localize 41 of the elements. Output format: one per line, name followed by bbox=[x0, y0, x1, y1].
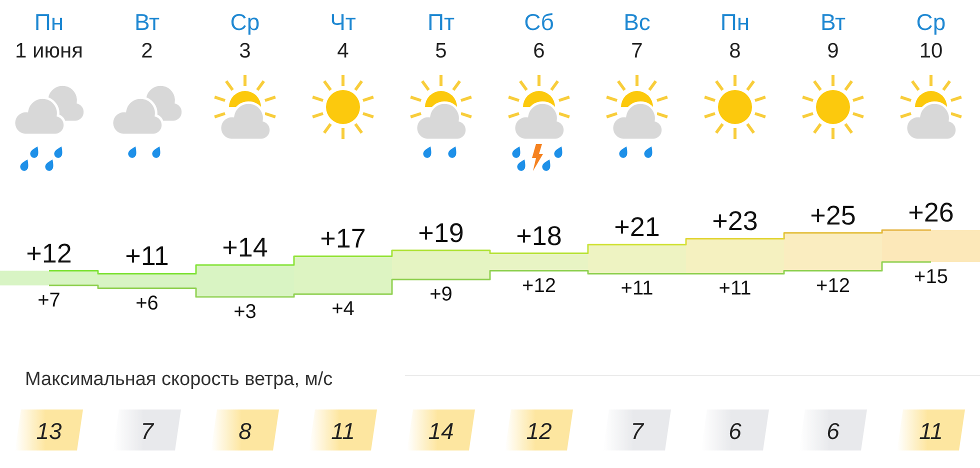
data-label: 11 bbox=[919, 418, 943, 444]
data-label: +7 bbox=[38, 289, 60, 312]
x-tick-label: Пт 5 bbox=[427, 9, 455, 62]
data-label: 14 bbox=[428, 418, 454, 444]
x-tick-label: Чт 4 bbox=[330, 9, 356, 62]
data-label: +12 bbox=[816, 274, 850, 297]
data-label: +12 bbox=[522, 274, 556, 297]
data-label: +4 bbox=[332, 298, 354, 320]
data-label: +19 bbox=[418, 218, 464, 248]
data-label: +11 bbox=[125, 241, 169, 272]
data-label: +11 bbox=[620, 278, 654, 300]
data-label: 7 bbox=[140, 418, 155, 444]
x-tick-label: Ср 10 bbox=[916, 9, 946, 62]
x-tick-label: Пн 1 июня bbox=[15, 9, 83, 62]
data-label: +3 bbox=[234, 301, 256, 323]
data-label: +15 bbox=[914, 266, 948, 288]
data-label: 11 bbox=[331, 418, 355, 444]
x-tick-label: Сб 6 bbox=[524, 9, 554, 62]
text: Максимальная скорость ветра, м/с bbox=[25, 369, 333, 390]
data-label: +18 bbox=[516, 220, 562, 251]
data-label: 7 bbox=[630, 418, 645, 444]
data-label: 13 bbox=[36, 418, 62, 444]
x-tick-label: Вт 9 bbox=[820, 9, 846, 62]
data-label: +25 bbox=[810, 200, 856, 230]
x-tick-label: Вс 7 bbox=[624, 9, 650, 62]
data-label: 6 bbox=[728, 418, 742, 444]
data-label: +21 bbox=[614, 212, 660, 242]
data-label: +6 bbox=[136, 292, 158, 314]
x-tick-label: Пн 8 bbox=[720, 9, 750, 62]
data-label: 8 bbox=[238, 418, 252, 444]
x-tick-label: Ср 3 bbox=[230, 9, 260, 62]
data-label: 6 bbox=[826, 418, 840, 444]
data-label: +12 bbox=[26, 238, 72, 268]
data-label: 12 bbox=[526, 418, 552, 444]
data-label: +14 bbox=[222, 232, 268, 262]
data-label: +23 bbox=[712, 206, 758, 236]
data-label: +17 bbox=[320, 224, 366, 254]
data-label: +11 bbox=[718, 278, 752, 300]
data-label: +26 bbox=[908, 198, 954, 228]
data-label: +9 bbox=[430, 284, 452, 306]
x-tick-label: Вт 2 bbox=[134, 9, 160, 62]
